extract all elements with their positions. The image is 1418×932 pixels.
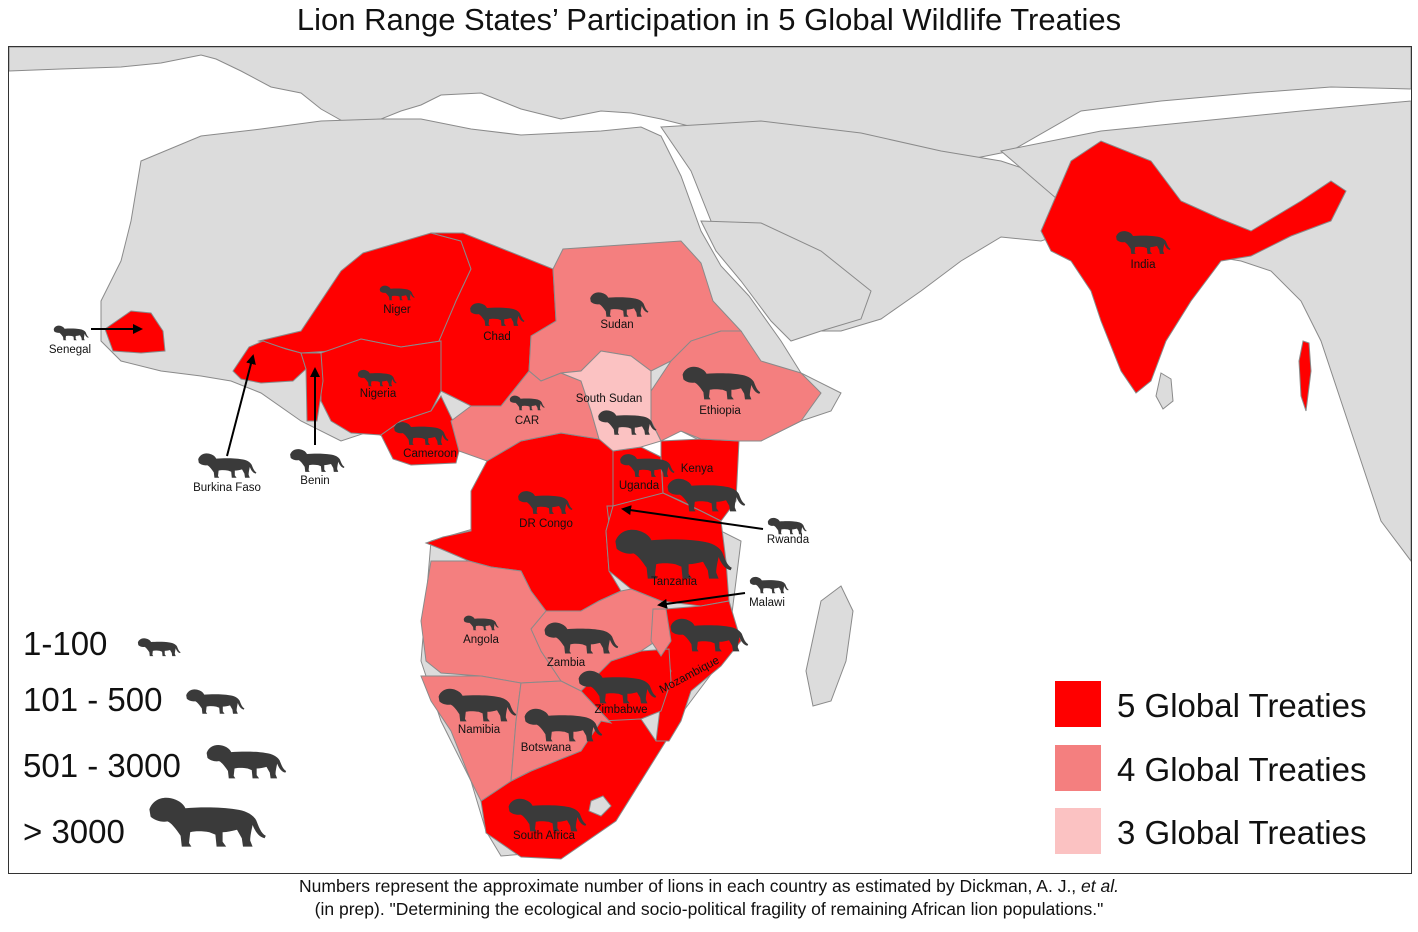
asia-landmass [999,100,1411,562]
caption-line-2: (in prep). "Determining the ecological a… [314,899,1104,919]
label-tanzania: Tanzania [651,576,698,588]
region-lesotho [588,795,612,817]
map-panel: Senegal Niger Chad Sudan Nigeria CAR Sou… [8,46,1412,874]
lion-range-map: Senegal Niger Chad Sudan Nigeria CAR Sou… [9,47,1411,860]
label-angola: Angola [463,634,499,646]
lion-icon-malawi [749,576,789,594]
label-senegal: Senegal [49,344,91,356]
arrow-burkina-faso [226,354,256,457]
label-south-africa: South Africa [513,830,576,842]
arabian-peninsula [700,220,872,342]
label-zimbabwe: Zimbabwe [594,704,647,716]
label-niger: Niger [383,304,411,316]
label-car: CAR [515,415,539,427]
madagascar [805,585,854,707]
legend-swatch-4 [1055,745,1101,791]
label-uganda: Uganda [619,480,660,492]
legend-label-4: 4 Global Treaties [1117,751,1366,788]
lion-icon-senegal [53,325,89,341]
label-dr-congo: DR Congo [519,518,573,530]
legend-label-5: 5 Global Treaties [1117,687,1366,724]
arrow-malawi [657,592,746,609]
legend-size-501-3000: 501 - 3000 [23,747,181,784]
lion-icon-benin [290,449,345,472]
arrow-rwanda [621,505,764,530]
label-burkina-faso: Burkina Faso [193,482,261,494]
label-ethiopia: Ethiopia [699,405,741,417]
legend-swatch-3 [1055,808,1101,854]
label-sudan: Sudan [600,319,633,331]
caption-line-1: Numbers represent the approximate number… [0,875,1418,898]
label-cameroon: Cameroon [403,448,457,460]
legend-lion-large-icon [206,744,287,779]
legend-size-101-500: 101 - 500 [23,681,162,718]
label-nigeria: Nigeria [360,388,397,400]
label-rwanda: Rwanda [767,534,810,546]
region-india [1040,140,1347,394]
legend-size-over-3000: > 3000 [23,813,125,850]
legend-swatch-5 [1055,681,1101,727]
map-title: Lion Range States’ Participation in 5 Gl… [296,2,1122,37]
label-south-sudan: South Sudan [576,393,643,405]
label-zambia: Zambia [547,657,586,669]
population-legend: 1-100 101 - 500 501 - 3000 > 3000 [23,625,287,850]
region-andaman-islands [1298,340,1312,412]
label-chad: Chad [483,331,511,343]
caption-et-al: et al. [1081,876,1119,896]
lion-icon-burkina-faso [198,453,257,478]
pointer-arrows [91,324,764,609]
label-botswana: Botswana [521,742,572,754]
legend-lion-medium-icon [186,689,245,714]
region-malawi [650,608,672,657]
legend-lion-small-icon [137,638,181,657]
legend-size-1-100: 1-100 [23,625,107,662]
legend-label-3: 3 Global Treaties [1117,814,1366,851]
four-treaty-countries [420,240,822,802]
label-benin: Benin [300,475,329,487]
lion-icon-rwanda [767,517,807,535]
caption-line-1-text: Numbers represent the approximate number… [299,876,1082,896]
label-kenya: Kenya [681,463,714,475]
legend-lion-xlarge-icon [149,797,266,847]
sri-lanka [1155,372,1174,410]
label-india: India [1131,259,1157,271]
label-malawi: Malawi [749,597,785,609]
map-caption: Numbers represent the approximate number… [0,875,1418,921]
label-namibia: Namibia [458,724,501,736]
europe-landmass [9,47,1411,162]
treaty-legend: 5 Global Treaties 4 Global Treaties 3 Gl… [1055,681,1366,854]
